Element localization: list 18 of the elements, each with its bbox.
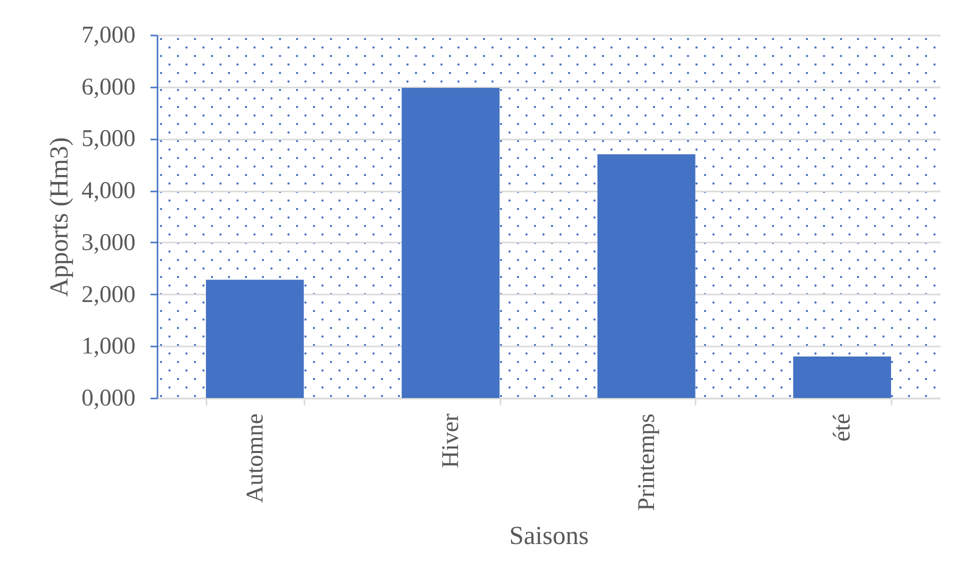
y-tick-label: 2,000 [82,282,136,308]
bar [206,280,304,398]
y-axis-title: Apports (Hm3) [44,137,74,297]
y-tick-label: 7,000 [82,22,136,48]
x-tick-label: Hiver [438,414,464,468]
y-tick-label: 1,000 [82,334,136,360]
bar [597,154,696,398]
x-tick-label: Automne [242,414,268,503]
bar [402,88,500,398]
x-tick-label: Printemps [634,414,660,511]
y-tick-label: 0,000 [82,386,136,412]
x-tick-label: été [830,414,856,442]
bar [793,356,892,398]
y-tick-label: 4,000 [82,178,136,204]
y-tick-label: 3,000 [82,230,136,256]
x-axis-title: Saisons [509,520,589,550]
y-tick-label: 6,000 [82,74,136,100]
y-tick-label: 5,000 [82,126,136,152]
